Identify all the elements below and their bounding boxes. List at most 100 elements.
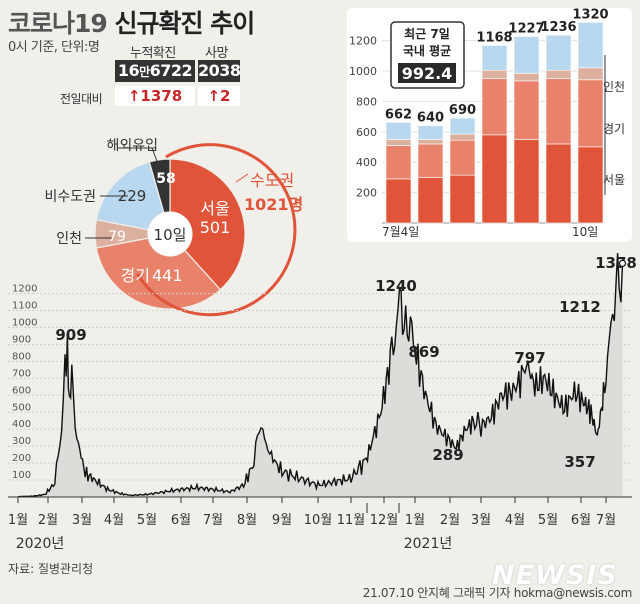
inset-bar-total: 1168 [476, 30, 512, 45]
inset-bar-segment [577, 22, 604, 69]
year-2020: 2020년 [16, 536, 65, 552]
inset-bar-segment [545, 78, 572, 145]
main-annotation: 1240 [375, 277, 417, 295]
main-x-tick-label: 12월 [370, 513, 399, 528]
main-annotation: 869 [408, 343, 439, 361]
legend-incheon: 인천 [603, 79, 625, 94]
cumulative-label: 누적확진 [130, 46, 176, 61]
main-x-tick-label: 5월 [538, 513, 558, 528]
main-x-tick-label: 9월 [272, 513, 292, 528]
deaths-value: 2038 [198, 60, 241, 82]
inset-bar-segment [513, 36, 540, 74]
main-annotations: 909 1240 869 289 797 357 1212 1378 [55, 254, 637, 471]
inset-bar-segment [481, 45, 508, 71]
main-y-tick: 1200 [12, 284, 37, 295]
legend-seoul: 서울 [603, 173, 625, 187]
leader-line-capital [235, 173, 249, 183]
donut-center [148, 212, 192, 256]
leader-line-overseas [117, 147, 159, 165]
main-x-tick-label: 3월 [471, 513, 491, 528]
title-main: 코로나19 [8, 9, 108, 38]
cumulative-prefix: 16 [117, 61, 140, 80]
inset-x-start: 7월4일 [382, 225, 419, 239]
value-noncapital: 229 [118, 187, 147, 205]
inset-bar-segment [417, 177, 444, 224]
main-annotation: 797 [514, 349, 545, 367]
capital-label: 수도권 [250, 171, 294, 190]
label-noncapital: 비수도권 [44, 189, 96, 205]
avg-title-1: 최근 7일 [404, 26, 450, 41]
main-y-tick: 100 [12, 470, 31, 481]
main-y-tick: 200 [12, 453, 31, 464]
cases-area [18, 253, 623, 497]
cumulative-delta: ↑1378 [115, 86, 195, 106]
main-x-tick-label: 10월 [304, 513, 333, 528]
value-seoul: 501 [200, 218, 231, 237]
main-y-tick: 800 [12, 351, 31, 362]
main-y-tick: 300 [12, 436, 31, 447]
peak-marker [618, 259, 627, 268]
inset-bar-segment [417, 143, 444, 178]
avg-value: 992.4 [402, 64, 453, 83]
cumulative-mid: 만 [139, 65, 150, 79]
inset-bar-segment [417, 125, 444, 140]
inset-y-tick: 1200 [349, 35, 377, 48]
main-x-tick-label: 6월 [571, 513, 591, 528]
main-annotation: 357 [564, 453, 595, 471]
value-incheon: 79 [108, 229, 126, 245]
inset-bar-segment [449, 117, 476, 135]
main-y-tick: 700 [12, 368, 31, 379]
inset-y-tick: 1000 [349, 65, 377, 78]
avg-value-box [398, 63, 456, 83]
main-x-tick-label: 1월 [405, 513, 425, 528]
year-2021: 2021년 [404, 536, 453, 552]
main-x-tick-label: 5월 [137, 513, 157, 528]
page-title: 코로나19 신규확진 추이 [8, 4, 256, 40]
main-x-tick-label: 7월 [596, 513, 616, 528]
deaths-label: 사망 [205, 46, 228, 61]
inset-bar-segment [545, 34, 572, 71]
donut-center-label: 10일 [154, 226, 187, 244]
main-annotation: 1212 [559, 298, 601, 316]
main-y-tick: 1000 [12, 318, 37, 329]
main-x-tick-label: 7월 [203, 513, 223, 528]
main-x-tick-label: 2월 [440, 513, 460, 528]
inset-y-tick: 400 [356, 156, 377, 169]
main-x-tick-label: 4월 [104, 513, 124, 528]
inset-bar-total: 1227 [508, 21, 544, 36]
value-overseas: 58 [156, 171, 175, 187]
main-y-tick: 400 [12, 419, 31, 430]
watermark-logo: NEWSIS [492, 560, 618, 591]
inset-x-end: 10일 [572, 225, 598, 239]
title-rest: 신규확진 추이 [114, 9, 256, 38]
label-gyeonggi: 경기 [121, 266, 150, 285]
main-x-tick-label: 4월 [505, 513, 525, 528]
inset-bar-total: 690 [449, 103, 476, 118]
inset-bar-total: 662 [385, 107, 412, 122]
inset-y-tick: 200 [356, 187, 377, 200]
main-x-tick-label: 2월 [38, 513, 58, 528]
inset-bar-segment [545, 143, 572, 224]
main-x-tick-label: 3월 [72, 513, 92, 528]
inset-bar-segment [385, 122, 412, 140]
cumulative-suffix: 6722 [149, 61, 193, 80]
cumulative-value: 16만6722 [115, 60, 195, 82]
main-x-axis: 1월 2월 3월 4월 5월 6월 7월 8월 9월 10월 11월 12월 1월 2월 3월 4월 5월 6월 7… [8, 496, 632, 528]
main-y-tick: 500 [12, 402, 31, 413]
main-annotation: 909 [55, 326, 86, 344]
main-annotation: 1378 [595, 254, 637, 272]
main-y-tick: 1100 [12, 301, 37, 312]
inset-bar-segment [449, 174, 476, 224]
label-overseas: 해외유입 [106, 138, 158, 154]
delta-label: 전일대비 [60, 92, 103, 106]
capital-total: 1021명 [244, 195, 303, 214]
avg-title-2: 국내 평균 [403, 43, 451, 58]
main-y-tick: 600 [12, 385, 31, 396]
inset-bar-segment [481, 134, 508, 224]
inset-y-tick: 600 [356, 126, 377, 139]
inset-bar-segment [481, 78, 508, 136]
main-annotation: 289 [432, 446, 463, 464]
value-gyeonggi: 441 [152, 266, 183, 285]
